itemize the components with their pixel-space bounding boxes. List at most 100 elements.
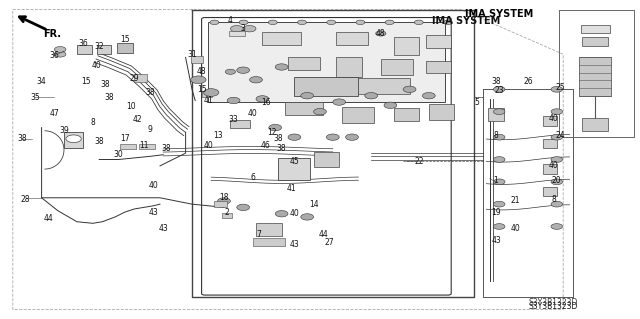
Text: 42: 42 — [132, 115, 143, 124]
Text: 8: 8 — [493, 131, 499, 140]
Circle shape — [225, 69, 236, 74]
Bar — [64, 132, 83, 148]
Text: 34: 34 — [36, 77, 47, 86]
Text: 11: 11 — [140, 141, 148, 150]
Text: 17: 17 — [120, 134, 130, 143]
Circle shape — [54, 47, 66, 52]
Text: 36: 36 — [49, 51, 60, 60]
Circle shape — [204, 89, 219, 96]
Bar — [229, 31, 245, 36]
Text: 14: 14 — [308, 200, 319, 209]
Circle shape — [493, 157, 505, 162]
Circle shape — [326, 20, 336, 25]
Circle shape — [191, 76, 206, 84]
Bar — [381, 59, 413, 75]
Circle shape — [385, 20, 394, 25]
Text: 43: 43 — [158, 224, 168, 233]
Bar — [262, 32, 301, 45]
Circle shape — [54, 51, 66, 57]
Circle shape — [314, 108, 326, 115]
Bar — [579, 57, 611, 96]
Text: 33: 33 — [228, 115, 239, 124]
Circle shape — [422, 93, 435, 99]
Bar — [253, 239, 285, 247]
Circle shape — [243, 26, 256, 32]
Circle shape — [269, 124, 282, 131]
Bar — [214, 201, 227, 207]
Circle shape — [210, 20, 219, 25]
Text: 28: 28 — [21, 195, 30, 204]
Text: 43: 43 — [289, 240, 300, 249]
Text: 38: 38 — [273, 134, 284, 143]
Text: 7: 7 — [257, 230, 262, 239]
Bar — [429, 104, 454, 120]
Text: 20: 20 — [552, 176, 562, 185]
Text: 45: 45 — [289, 157, 300, 166]
Bar — [97, 45, 111, 54]
Text: 10: 10 — [126, 102, 136, 111]
Bar — [336, 32, 368, 45]
Bar — [134, 74, 147, 82]
Bar — [543, 187, 557, 196]
Text: 38: 38 — [100, 80, 111, 89]
Text: 30: 30 — [113, 150, 124, 159]
Text: 19: 19 — [491, 208, 501, 217]
Circle shape — [384, 102, 397, 108]
Bar — [581, 25, 610, 33]
Text: 38: 38 — [161, 144, 172, 153]
Circle shape — [493, 179, 505, 185]
Bar — [294, 77, 358, 96]
Circle shape — [333, 99, 346, 105]
Bar — [543, 139, 557, 148]
Text: 23: 23 — [494, 86, 504, 95]
Text: 43: 43 — [148, 208, 159, 217]
Text: 29: 29 — [129, 74, 140, 83]
Text: 40: 40 — [203, 141, 213, 150]
Text: 39: 39 — [59, 126, 69, 135]
Bar — [202, 91, 212, 97]
Text: 6: 6 — [250, 173, 255, 182]
Text: 35: 35 — [30, 93, 40, 102]
Circle shape — [298, 20, 307, 25]
Bar — [116, 43, 133, 53]
Bar — [314, 152, 339, 167]
Circle shape — [493, 134, 505, 140]
Text: 40: 40 — [548, 161, 559, 170]
Circle shape — [493, 109, 505, 115]
Bar — [426, 35, 451, 48]
Bar — [230, 120, 250, 128]
Circle shape — [288, 134, 301, 140]
Bar — [223, 213, 232, 218]
Text: 12: 12 — [268, 128, 276, 137]
Text: 2: 2 — [225, 208, 230, 217]
Circle shape — [301, 93, 314, 99]
Text: 3: 3 — [241, 24, 246, 33]
Circle shape — [414, 20, 423, 25]
Bar — [582, 118, 608, 131]
Text: 40: 40 — [91, 61, 101, 70]
Circle shape — [551, 157, 563, 162]
Bar — [358, 78, 410, 94]
Text: 36: 36 — [78, 39, 88, 48]
Text: 21: 21 — [511, 197, 520, 205]
Bar — [288, 57, 320, 70]
Text: 8: 8 — [90, 118, 95, 127]
Circle shape — [551, 179, 563, 185]
Text: 40: 40 — [248, 109, 258, 118]
Circle shape — [268, 20, 277, 25]
Bar — [208, 22, 445, 102]
Text: 43: 43 — [491, 236, 501, 245]
Text: 48: 48 — [376, 29, 386, 38]
Circle shape — [551, 86, 563, 92]
Text: FR.: FR. — [44, 29, 61, 39]
Circle shape — [346, 134, 358, 140]
Text: 25: 25 — [555, 83, 565, 92]
Circle shape — [356, 20, 365, 25]
Text: 38: 38 — [17, 134, 28, 143]
Bar — [543, 116, 557, 126]
Text: 47: 47 — [49, 109, 60, 118]
Text: 38: 38 — [491, 77, 501, 86]
Circle shape — [275, 211, 288, 217]
Circle shape — [239, 20, 248, 25]
Text: 44: 44 — [318, 230, 328, 239]
